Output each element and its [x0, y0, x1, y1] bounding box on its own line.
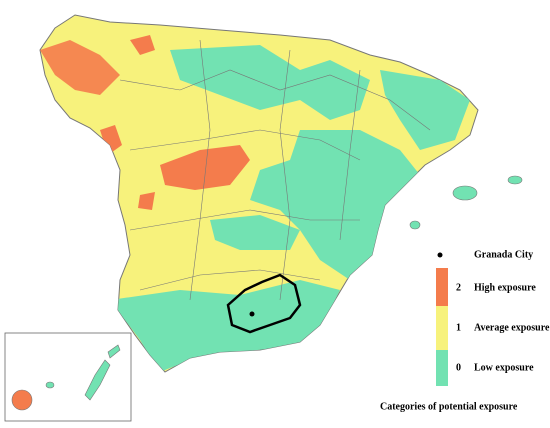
- legend: Granada City Categories of potential exp…: [380, 249, 550, 412]
- balearic-islands: [409, 175, 523, 230]
- map-shape: [40, 40, 120, 95]
- legend-point: [437, 252, 443, 258]
- mainland: [39, 14, 479, 373]
- map-shape: [130, 35, 155, 55]
- legend-swatch: [436, 268, 448, 306]
- map-shape: [119, 69, 431, 131]
- map-shape: [139, 269, 321, 291]
- map-shape: [170, 45, 370, 120]
- map-shape: [107, 344, 121, 359]
- map-shape: [507, 175, 523, 185]
- legend-label: High exposure: [474, 282, 536, 293]
- map-shape: [129, 209, 360, 231]
- legend-value: 2: [456, 282, 461, 293]
- map-shape: [339, 69, 361, 241]
- legend-label: Low exposure: [474, 362, 534, 373]
- legend-value: 1: [456, 322, 461, 333]
- map-shape: [409, 220, 421, 230]
- legend-label: Average exposure: [474, 322, 550, 333]
- map-shape: [452, 185, 478, 201]
- map-shape: [189, 39, 211, 301]
- map-shape: [279, 49, 291, 301]
- map-shape: [380, 70, 470, 150]
- legend-caption: Categories of potential exposure: [380, 401, 518, 412]
- legend-point-label: Granada City: [474, 249, 533, 260]
- borders: [119, 39, 431, 301]
- exposure-zones: [40, 35, 470, 372]
- map-shape: [210, 215, 300, 250]
- map-shape: [45, 381, 55, 389]
- map-shape: [100, 125, 122, 155]
- map-shape: [129, 129, 361, 161]
- map-shape: [110, 280, 340, 372]
- granada-point: [249, 311, 255, 317]
- granada-outline: [226, 273, 302, 334]
- map-shape: [138, 192, 155, 210]
- map-shape: [84, 359, 111, 401]
- legend-swatch: [436, 350, 448, 386]
- canary-inset: [4, 332, 132, 422]
- map-shape: [160, 145, 250, 190]
- legend-swatch: [436, 306, 448, 350]
- map-shape: [11, 389, 33, 411]
- legend-value: 0: [456, 362, 461, 373]
